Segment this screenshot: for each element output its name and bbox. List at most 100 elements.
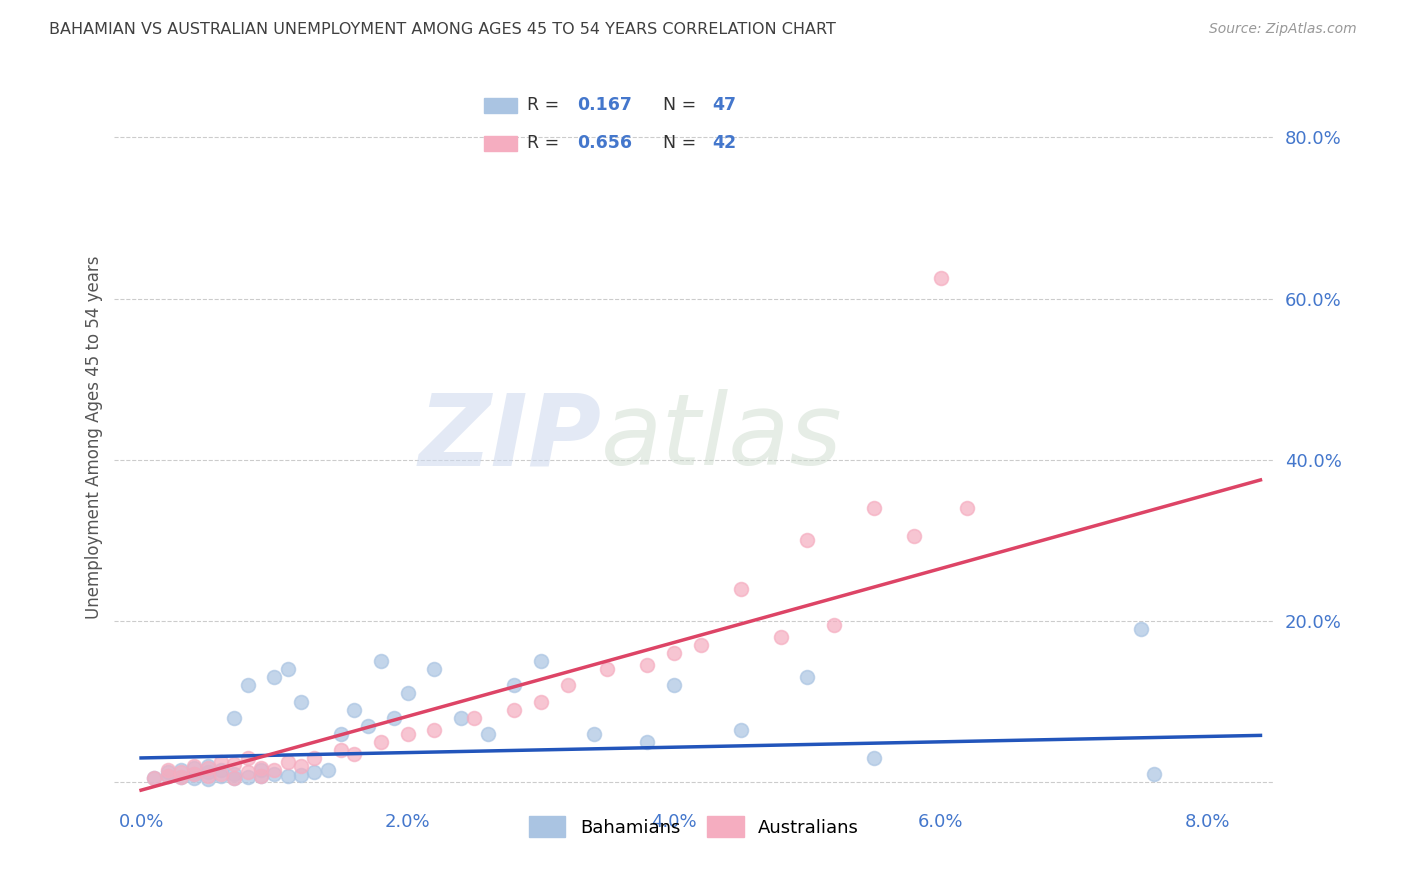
Point (503, 703, 526, 717)
Text: 0.656: 0.656 (576, 135, 631, 153)
Point (370, 654, 392, 668)
Point (224, 757, 246, 772)
Point (956, 501, 979, 516)
Point (304, 765, 326, 780)
Point (1143, 767, 1166, 781)
Point (277, 755, 299, 769)
Point (156, 769, 179, 783)
Point (277, 769, 299, 783)
Point (823, 618, 845, 632)
Text: R =: R = (527, 96, 565, 114)
Point (156, 763, 179, 777)
Point (224, 767, 246, 781)
Point (183, 771, 205, 785)
Point (250, 769, 273, 783)
Text: N =: N = (662, 96, 702, 114)
Point (1129, 622, 1152, 636)
Point (662, 678, 685, 692)
Point (224, 711, 246, 725)
Point (689, 638, 711, 652)
Text: BAHAMIAN VS AUSTRALIAN UNEMPLOYMENT AMONG AGES 45 TO 54 YEARS CORRELATION CHART: BAHAMIAN VS AUSTRALIAN UNEMPLOYMENT AMON… (49, 22, 837, 37)
Point (250, 769, 273, 783)
Point (197, 759, 219, 773)
Text: 0.167: 0.167 (576, 96, 631, 114)
Point (423, 723, 446, 737)
Point (250, 761, 273, 775)
Point (156, 769, 179, 783)
Point (197, 769, 219, 783)
Point (557, 678, 579, 692)
Point (170, 765, 193, 780)
Point (637, 735, 659, 749)
Point (343, 747, 366, 761)
Point (530, 654, 553, 668)
Point (250, 763, 273, 777)
Text: 42: 42 (713, 135, 737, 153)
Point (863, 751, 886, 765)
Point (143, 771, 166, 785)
Point (209, 763, 232, 777)
Point (637, 658, 659, 673)
Point (263, 767, 285, 781)
Point (183, 759, 205, 773)
Point (477, 727, 499, 741)
Point (290, 759, 312, 773)
Point (596, 662, 619, 676)
Point (209, 767, 232, 781)
Point (396, 686, 419, 700)
Text: 47: 47 (713, 96, 737, 114)
Point (290, 768, 312, 782)
Point (903, 529, 925, 543)
Point (156, 765, 179, 780)
Point (290, 694, 312, 708)
Text: Source: ZipAtlas.com: Source: ZipAtlas.com (1209, 22, 1357, 37)
Point (330, 743, 353, 757)
Point (370, 735, 392, 749)
Point (796, 533, 818, 548)
Point (530, 694, 553, 708)
Bar (484, 97, 517, 113)
Point (236, 765, 259, 780)
Y-axis label: Unemployment Among Ages 45 to 54 years: Unemployment Among Ages 45 to 54 years (86, 256, 103, 619)
Point (263, 763, 285, 777)
Point (863, 501, 886, 516)
Point (224, 771, 246, 785)
Point (769, 630, 792, 644)
Point (224, 771, 246, 785)
Text: N =: N = (662, 135, 702, 153)
Point (143, 771, 166, 785)
Point (382, 711, 405, 725)
Point (304, 751, 326, 765)
Point (170, 770, 193, 784)
Point (170, 770, 193, 784)
Point (796, 670, 818, 684)
Point (929, 271, 952, 285)
Point (503, 678, 526, 692)
Point (263, 670, 285, 684)
Point (396, 727, 419, 741)
Point (730, 582, 752, 596)
Legend: Bahamians, Australians: Bahamians, Australians (522, 809, 866, 845)
Point (170, 763, 193, 777)
Point (183, 761, 205, 775)
Point (730, 723, 752, 737)
Text: R =: R = (527, 135, 565, 153)
Point (277, 662, 299, 676)
Point (236, 770, 259, 784)
Point (450, 711, 472, 725)
Point (662, 646, 685, 660)
Point (236, 751, 259, 765)
Point (583, 727, 606, 741)
Text: ZIP: ZIP (419, 389, 602, 486)
Point (183, 767, 205, 781)
Point (330, 727, 353, 741)
Point (183, 767, 205, 781)
Point (197, 772, 219, 786)
Text: atlas: atlas (602, 389, 844, 486)
Point (356, 719, 378, 733)
Point (343, 703, 366, 717)
Point (463, 711, 485, 725)
Point (236, 678, 259, 692)
Point (197, 761, 219, 775)
Point (209, 769, 232, 783)
